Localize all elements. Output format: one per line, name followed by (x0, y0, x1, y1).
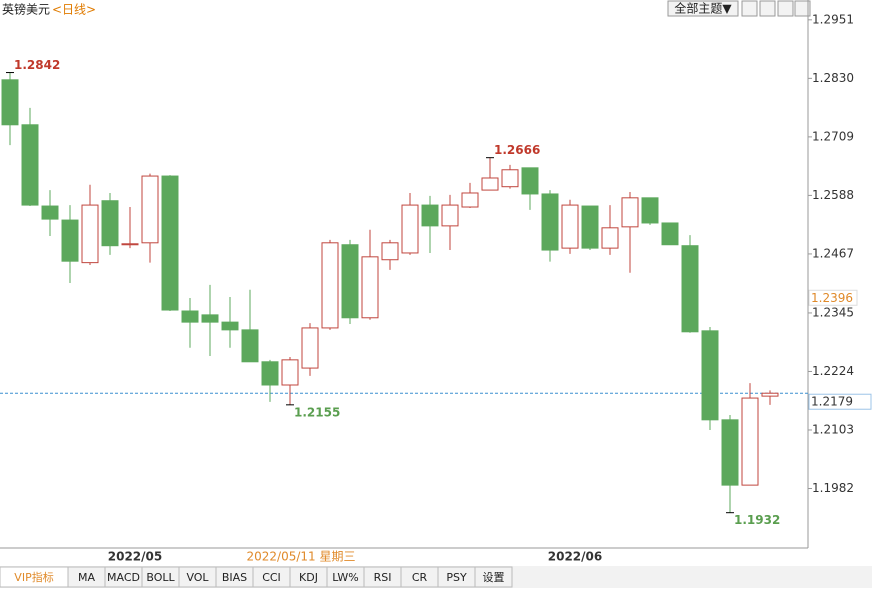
tool-button[interactable] (741, 0, 758, 17)
candle-body (501, 169, 519, 188)
tab-label[interactable]: LW% (332, 571, 358, 584)
x-tick-label: 2022/06 (548, 550, 602, 564)
period-label[interactable]: <日线> (52, 3, 96, 17)
tool-button[interactable] (794, 0, 811, 17)
candle-body (61, 219, 79, 262)
candle-body (221, 321, 239, 331)
candle-body (621, 197, 639, 228)
y-tick-label: 1.2224 (812, 364, 854, 378)
annotation-label: 1.1932 (734, 513, 780, 527)
candle-body (541, 193, 559, 251)
candle-body (301, 327, 319, 369)
candle-body (261, 361, 279, 386)
cursor-label: 2022/05/11 星期三 (247, 550, 356, 564)
last-price-label: 1.2179 (811, 395, 853, 409)
y-tick-label: 1.2345 (812, 305, 854, 319)
candle-body (601, 227, 619, 249)
y-tick-label: 1.2588 (812, 188, 854, 202)
tab-label[interactable]: BOLL (146, 571, 175, 584)
candle-body (321, 242, 339, 329)
tab-label[interactable]: PSY (446, 571, 467, 584)
candle-body (401, 204, 419, 254)
candle-body (561, 204, 579, 249)
tab[interactable] (474, 566, 513, 588)
symbol-title: 英镑美元 (2, 2, 50, 17)
y-tick-label: 1.2830 (812, 71, 854, 85)
tab-label[interactable]: KDJ (299, 571, 318, 584)
y-tick-label: 1.1982 (812, 481, 854, 495)
y-tick-label: 1.2951 (812, 12, 854, 26)
tab-label[interactable]: BIAS (222, 571, 247, 584)
tab-label[interactable]: CR (412, 571, 428, 584)
annotation-label: 1.2155 (294, 405, 340, 419)
candle-body (1, 79, 19, 126)
candle-body (201, 314, 219, 323)
tab-label[interactable]: CCI (262, 571, 281, 584)
candle-body (241, 329, 259, 363)
tab-label[interactable]: MACD (107, 571, 140, 584)
y-tick-label: 1.2709 (812, 129, 854, 143)
candle-body (741, 397, 759, 486)
tab-label[interactable]: MA (78, 571, 95, 584)
candle-body (281, 359, 299, 386)
candle-body (81, 204, 99, 264)
tool-button[interactable] (759, 0, 776, 17)
theme-button[interactable] (667, 0, 739, 17)
candle-body (141, 175, 159, 244)
candle-body (461, 192, 479, 208)
last-price-box (808, 393, 872, 410)
candle-body (641, 197, 659, 224)
marker-price-box (808, 289, 858, 306)
y-tick-label: 1.2467 (812, 246, 854, 260)
candle-body (101, 200, 119, 247)
candle-body (721, 419, 739, 486)
annotation-label: 1.2666 (494, 143, 540, 157)
candle-body (181, 310, 199, 323)
candle-body (381, 242, 399, 261)
y-tick-label: 1.2103 (812, 422, 854, 436)
tool-button[interactable] (777, 0, 794, 17)
candle-body (441, 204, 459, 227)
candle-body (161, 175, 179, 311)
candle-body (361, 256, 379, 319)
candle-body (761, 392, 779, 397)
x-tick-label: 2022/05 (108, 550, 162, 564)
marker-price-label: 1.2396 (811, 291, 853, 305)
candle-body (581, 205, 599, 249)
tab-label[interactable]: VOL (186, 571, 209, 584)
candle-body (121, 243, 139, 246)
candle-body (701, 330, 719, 421)
tab-label[interactable]: RSI (374, 571, 392, 584)
candle-body (41, 205, 59, 220)
candle-body (661, 222, 679, 246)
candle-body (421, 204, 439, 227)
annotation-label: 1.2842 (14, 58, 60, 72)
tab-label[interactable]: VIP指标 (14, 570, 53, 584)
candle-body (481, 177, 499, 191)
theme-button-label[interactable]: 全部主题▼ (674, 1, 732, 16)
tab-label[interactable]: 设置 (483, 571, 505, 584)
candle-body (341, 244, 359, 319)
candle-body (21, 124, 39, 206)
candle-body (681, 245, 699, 333)
candle-body (521, 167, 539, 195)
